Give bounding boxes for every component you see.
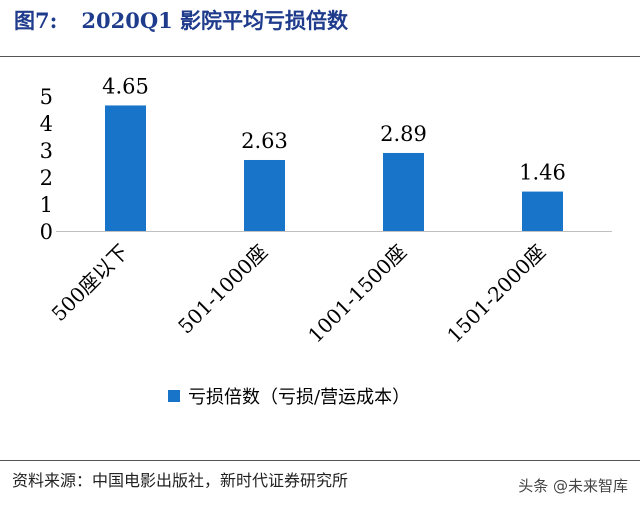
x-tick-label: 1501-2000座: [442, 240, 550, 348]
bar: [522, 191, 563, 231]
legend-label: 亏损倍数（亏损/营运成本）: [188, 387, 410, 408]
data-label: 4.65: [102, 74, 149, 98]
figure-title: 图7: 2020Q1 影院平均亏损倍数: [14, 2, 348, 40]
figure-title-text: 2020Q1 影院平均亏损倍数: [81, 8, 349, 33]
x-tick-label: 501-1000座: [173, 240, 272, 339]
bottom-divider: [0, 460, 640, 461]
top-divider: [0, 56, 640, 57]
source-note: 资料来源：中国电影出版社，新时代证券研究所: [12, 471, 349, 490]
y-tick-label: 5: [40, 85, 53, 109]
watermark: 头条 @未来智库: [518, 477, 628, 495]
x-tick-label: 500座以下: [47, 240, 133, 326]
bar: [383, 152, 424, 231]
legend-swatch: [168, 390, 180, 402]
y-tick-label: 4: [40, 112, 53, 136]
y-tick-label: 3: [40, 139, 53, 163]
bar-chart: 0 1 2 3 4 5 4.65 500座以下 2.63 501-1000座 2.89 1001-15…: [40, 74, 612, 408]
bar: [244, 159, 285, 231]
data-label: 2.63: [241, 129, 288, 153]
data-label: 2.89: [380, 122, 427, 146]
figure-number: 图7:: [14, 8, 58, 33]
x-tick-label: 1001-1500座: [303, 240, 411, 348]
bar: [105, 105, 146, 231]
data-label: 1.46: [519, 161, 566, 185]
y-tick-label: 0: [40, 220, 53, 244]
y-tick-label: 2: [40, 166, 53, 190]
y-tick-label: 1: [40, 193, 53, 217]
